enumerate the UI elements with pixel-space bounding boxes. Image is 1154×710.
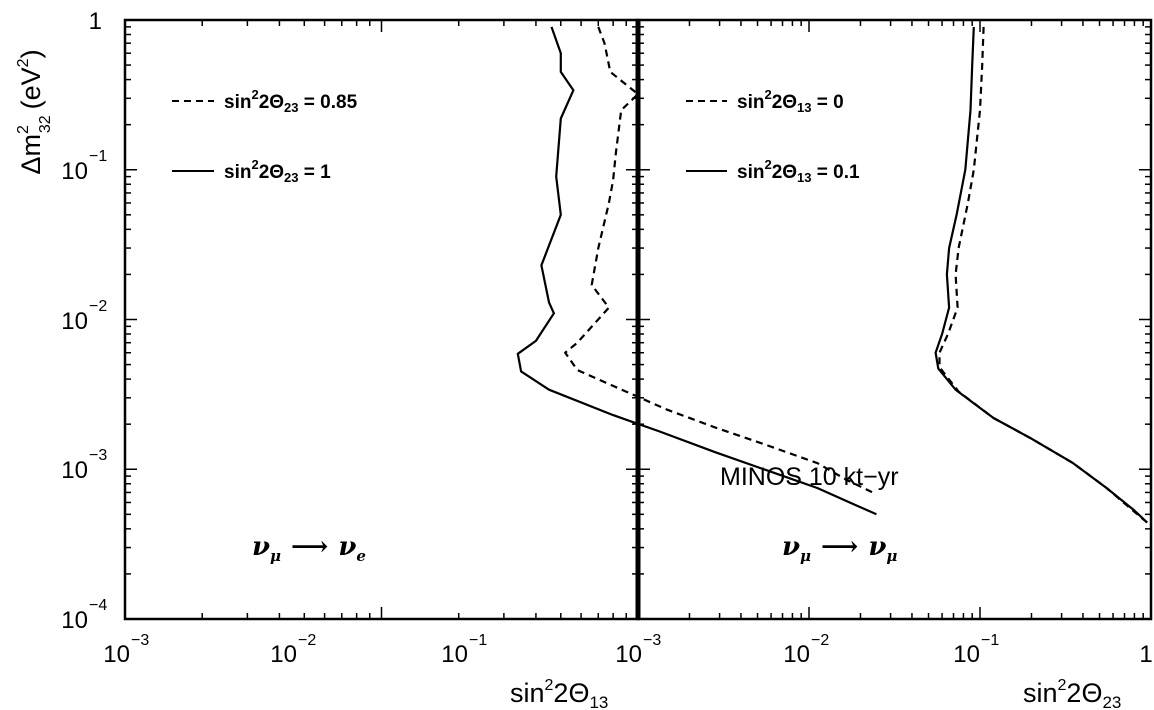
y-tick-label-1e-3: 10 <box>61 457 88 484</box>
x-tick-label-right-1e-1: 10 <box>953 641 980 668</box>
y-tick-exp-1e-1: −1 <box>89 148 107 165</box>
x-tick-exp-left-1e-3: −3 <box>131 632 149 649</box>
y-title-close: ) <box>16 49 46 58</box>
x-tick-label-left-1e-1: 10 <box>441 641 468 668</box>
x-tick-label-left-1e-3: 10 <box>103 641 130 668</box>
x-tick-labels-left: 10 −3 10 −2 10 −1 <box>103 632 487 668</box>
x-tick-label-right-1: 1 <box>1139 641 1152 668</box>
y-tick-exp-1e-3: −3 <box>89 447 107 464</box>
process-left: νμ ⟶ νe <box>252 532 366 565</box>
y-tick-label-1e-4: 10 <box>61 607 88 634</box>
x-tick-exp-right-1e-2: −2 <box>811 632 829 649</box>
legend-left-entry-2: sin22Θ23 = 1 <box>224 157 331 185</box>
x-axis-title-right: sin22Θ23 <box>1023 677 1121 710</box>
y-title-delta-m: Δm <box>16 134 46 175</box>
left-axis-ticks <box>125 20 638 619</box>
legend-left: sin22Θ23 = 0.85 sin22Θ23 = 1 <box>172 87 358 185</box>
x-tick-label-right-1e-2: 10 <box>783 641 810 668</box>
left-panel-frame <box>123 18 640 621</box>
y-axis-title: Δm2 32(eV2) <box>15 49 54 174</box>
x-tick-exp-right-1e-3: −3 <box>643 632 661 649</box>
y-title-sub: 32 <box>37 115 54 133</box>
left-series-solid-line <box>516 26 877 516</box>
y-tick-exp-1e-4: −4 <box>89 597 107 614</box>
y-title-unit-sup: 2 <box>15 58 32 67</box>
left-series-dashed-line <box>564 26 877 496</box>
minos-annotation: MINOS 10 kt−yr <box>720 463 899 491</box>
right-series-solid-line <box>934 26 1148 524</box>
x-tick-labels-right: 10 −3 10 −2 10 −1 1 <box>615 632 1152 668</box>
x-tick-exp-left-1e-2: −2 <box>298 632 316 649</box>
y-tick-label-1e-1: 10 <box>61 158 88 185</box>
legend-right-entry-1: sin22Θ13 = 0 <box>737 87 844 115</box>
legend-right: sin22Θ13 = 0 sin22Θ13 = 0.1 <box>686 87 860 185</box>
legend-right-entry-2: sin22Θ13 = 0.1 <box>737 157 860 185</box>
y-tick-label-1: 1 <box>89 8 102 35</box>
x-axis-title-left: sin22Θ13 <box>510 677 608 710</box>
x-tick-label-left-1e-2: 10 <box>270 641 297 668</box>
right-panel-frame <box>636 18 1153 621</box>
y-title-sup: 2 <box>15 125 32 134</box>
right-panel <box>636 18 1153 621</box>
right-axis-ticks <box>638 20 1151 619</box>
process-right: νμ ⟶ νμ <box>782 532 897 565</box>
right-curves <box>934 26 1148 524</box>
x-tick-label-right-1e-3: 10 <box>615 641 642 668</box>
y-title-unit: (eV <box>16 67 46 109</box>
legend-left-entry-1: sin22Θ23 = 0.85 <box>224 87 358 115</box>
x-tick-exp-left-1e-1: −1 <box>469 632 487 649</box>
left-curves <box>516 26 877 516</box>
y-tick-labels: 10 −4 10 −3 10 −2 10 −1 1 <box>61 8 107 634</box>
y-tick-exp-1e-2: −2 <box>89 298 107 315</box>
y-tick-label-1e-2: 10 <box>61 308 88 335</box>
x-tick-exp-right-1e-1: −1 <box>981 632 999 649</box>
